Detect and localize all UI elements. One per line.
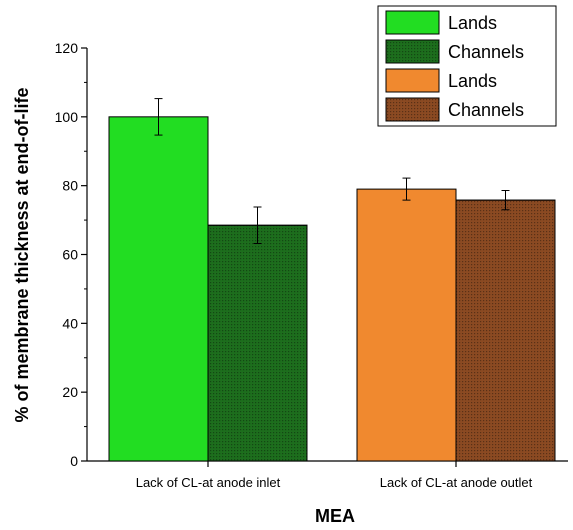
- legend-label: Lands: [448, 71, 497, 91]
- legend-swatch-pattern: [385, 39, 440, 64]
- legend-label: Channels: [448, 42, 524, 62]
- y-tick-label: 60: [62, 247, 78, 263]
- x-tick-label: Lack of CL-at anode outlet: [380, 475, 533, 490]
- bar: [108, 116, 209, 462]
- legend-swatch-pattern: [385, 97, 440, 122]
- x-axis-title: MEA: [315, 506, 355, 526]
- legend-label: Channels: [448, 100, 524, 120]
- y-tick-label: 40: [62, 315, 78, 331]
- y-tick-label: 20: [62, 384, 78, 400]
- legend: Lands Channels Lands Channels: [377, 5, 557, 127]
- bar-pattern: [207, 224, 308, 462]
- x-tick-label: Lack of CL-at anode inlet: [136, 475, 281, 490]
- legend-swatch: [385, 10, 440, 35]
- bar-pattern: [455, 199, 556, 462]
- y-axis-title: % of membrane thickness at end-of-life: [12, 87, 32, 422]
- plot-area: 0 20 40 60 80 100 120 Lack of CL-at anode inlet…: [55, 5, 568, 490]
- y-tick-label: 100: [55, 109, 79, 125]
- y-tick-label: 0: [70, 453, 78, 469]
- y-tick-label: 120: [55, 40, 79, 56]
- legend-swatch: [385, 68, 440, 93]
- y-tick-label: 80: [62, 178, 78, 194]
- bar: [356, 188, 457, 462]
- legend-label: Lands: [448, 13, 497, 33]
